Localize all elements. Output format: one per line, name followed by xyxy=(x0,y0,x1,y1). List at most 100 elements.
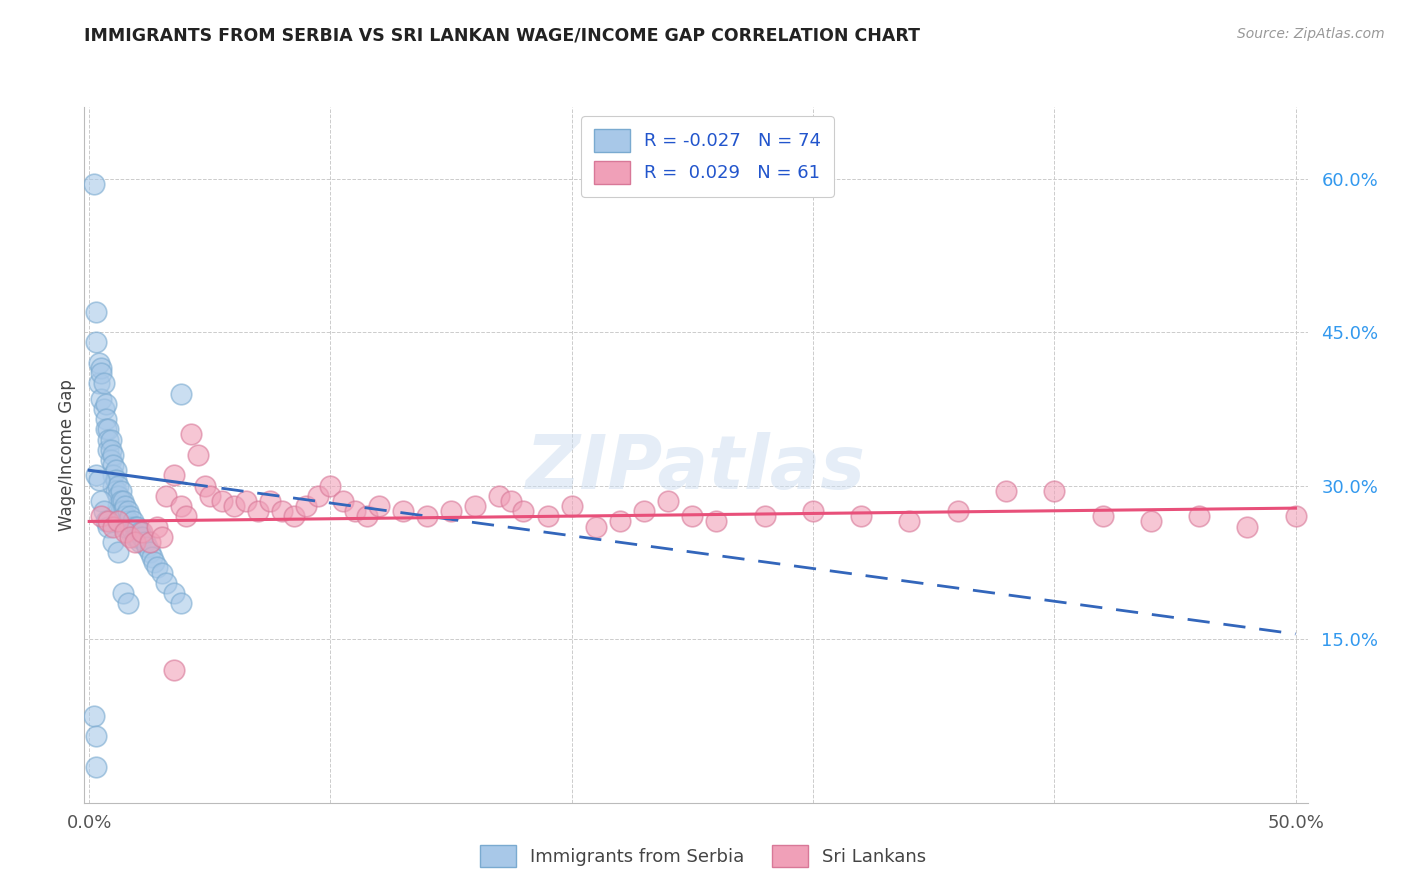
Point xyxy=(187,448,209,462)
Point xyxy=(104,474,127,488)
Point xyxy=(332,494,354,508)
Legend: R = -0.027   N = 74, R =  0.029   N = 61: R = -0.027 N = 74, R = 0.029 N = 61 xyxy=(581,116,834,197)
Point xyxy=(103,458,125,472)
Point xyxy=(150,530,173,544)
Point xyxy=(259,494,281,508)
Point xyxy=(136,540,159,554)
Point xyxy=(319,478,342,492)
Point xyxy=(295,499,318,513)
Point xyxy=(211,494,233,508)
Point xyxy=(512,504,534,518)
Point xyxy=(194,478,217,492)
Point xyxy=(155,489,177,503)
Point xyxy=(235,494,257,508)
Point xyxy=(488,489,510,503)
Point xyxy=(86,335,108,350)
Point xyxy=(681,509,703,524)
Point xyxy=(100,433,122,447)
Point xyxy=(356,509,378,524)
Point xyxy=(1139,515,1161,529)
Point xyxy=(90,509,112,524)
Point xyxy=(103,534,125,549)
Point xyxy=(110,504,132,518)
Point xyxy=(145,560,167,574)
Point xyxy=(114,509,136,524)
Point xyxy=(180,427,202,442)
Point xyxy=(198,489,221,503)
Point xyxy=(128,524,150,539)
Point xyxy=(657,494,679,508)
Point xyxy=(120,530,142,544)
Point xyxy=(170,386,193,401)
Point xyxy=(1043,483,1066,498)
Point xyxy=(110,494,132,508)
Point xyxy=(138,545,160,559)
Point xyxy=(440,504,463,518)
Point xyxy=(90,494,112,508)
Point xyxy=(94,515,117,529)
Point xyxy=(343,504,366,518)
Point xyxy=(283,509,305,524)
Text: IMMIGRANTS FROM SERBIA VS SRI LANKAN WAGE/INCOME GAP CORRELATION CHART: IMMIGRANTS FROM SERBIA VS SRI LANKAN WAG… xyxy=(84,27,921,45)
Point xyxy=(170,499,193,513)
Point xyxy=(162,663,184,677)
Point xyxy=(97,442,120,457)
Point xyxy=(107,515,129,529)
Point xyxy=(162,468,184,483)
Point xyxy=(1091,509,1114,524)
Point xyxy=(120,509,142,524)
Point xyxy=(150,566,173,580)
Point xyxy=(94,422,117,436)
Point xyxy=(1236,519,1258,533)
Point xyxy=(90,366,112,380)
Point xyxy=(501,494,523,508)
Point xyxy=(100,442,122,457)
Point xyxy=(271,504,294,518)
Point xyxy=(94,412,117,426)
Point xyxy=(104,483,127,498)
Point xyxy=(851,509,873,524)
Point xyxy=(86,304,108,318)
Point xyxy=(367,499,389,513)
Point xyxy=(117,596,139,610)
Point xyxy=(706,515,728,529)
Point xyxy=(114,519,136,533)
Point xyxy=(134,534,156,549)
Point xyxy=(100,453,122,467)
Point xyxy=(121,524,143,539)
Point xyxy=(174,509,197,524)
Point xyxy=(754,509,776,524)
Point xyxy=(143,555,166,569)
Text: ZIPatlas: ZIPatlas xyxy=(526,433,866,506)
Point xyxy=(633,504,655,518)
Point xyxy=(107,489,129,503)
Point xyxy=(93,504,115,518)
Point xyxy=(141,550,163,565)
Point xyxy=(127,530,149,544)
Point xyxy=(103,468,125,483)
Point xyxy=(103,448,125,462)
Point xyxy=(97,515,120,529)
Point xyxy=(111,586,134,600)
Point xyxy=(247,504,270,518)
Point xyxy=(114,524,136,539)
Point xyxy=(111,504,134,518)
Point xyxy=(103,519,125,533)
Point xyxy=(117,504,139,518)
Point xyxy=(898,515,921,529)
Point xyxy=(127,519,149,533)
Point xyxy=(946,504,969,518)
Point xyxy=(87,474,110,488)
Point xyxy=(801,504,824,518)
Point xyxy=(536,509,558,524)
Point xyxy=(307,489,329,503)
Point xyxy=(1188,509,1211,524)
Point xyxy=(87,356,110,370)
Point xyxy=(83,177,105,191)
Point xyxy=(104,463,127,477)
Point xyxy=(1284,509,1306,524)
Point xyxy=(392,504,415,518)
Point xyxy=(121,515,143,529)
Point xyxy=(609,515,631,529)
Point xyxy=(110,483,132,498)
